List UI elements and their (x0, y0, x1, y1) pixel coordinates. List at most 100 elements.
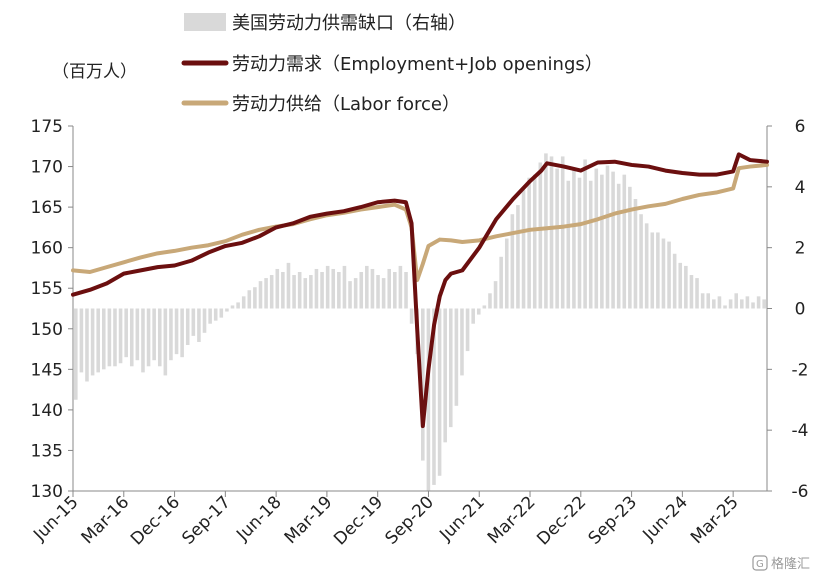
gap-bar (460, 308, 464, 376)
gap-bar (577, 177, 582, 309)
gap-bar (169, 308, 173, 361)
gap-bar (611, 171, 615, 309)
gap-bar (717, 296, 722, 309)
gap-bars (74, 153, 766, 491)
gap-bar (331, 268, 336, 309)
left-tick-label: 165 (31, 198, 63, 218)
left-tick-label: 150 (31, 320, 63, 340)
x-tick-label: Jun-18 (232, 492, 285, 545)
gap-bar (544, 153, 548, 309)
gap-bar (616, 183, 621, 309)
unit-label: （百万人） (52, 62, 137, 82)
gap-bar (213, 308, 218, 321)
gap-bar (622, 174, 627, 309)
gap-bar (734, 293, 739, 309)
gap-bar (421, 308, 425, 461)
gap-bar (96, 308, 100, 373)
right-tick-label: 6 (795, 117, 806, 137)
x-tick-label: Sep-17 (178, 492, 234, 548)
gap-bar (488, 293, 492, 309)
gap-bar (387, 268, 392, 309)
gap-bar (107, 308, 112, 367)
gap-bar (572, 168, 576, 309)
right-tick-label: -4 (792, 421, 809, 441)
gap-bar (286, 262, 291, 309)
gap-bar (353, 278, 358, 309)
gap-bar (605, 165, 610, 309)
gap-bar (443, 308, 447, 443)
gap-bar (650, 232, 655, 309)
gap-bar (667, 241, 671, 309)
gap-bar (740, 299, 744, 309)
gap-bar (241, 296, 246, 309)
gap-bar (381, 278, 386, 309)
gap-bar (281, 272, 285, 309)
gap-bar (180, 308, 184, 358)
gap-bar (628, 186, 632, 309)
gap-bar (527, 177, 531, 309)
x-tick-label: Jun-21 (436, 492, 489, 545)
gap-bar (348, 281, 352, 309)
demand-line (71, 152, 769, 429)
x-tick-label: Mar-16 (78, 492, 134, 548)
gap-bar (588, 180, 593, 309)
gap-bar (146, 308, 151, 367)
gap-bar (482, 305, 487, 309)
left-tick-label: 135 (31, 441, 63, 461)
x-tick-label: Dec-16 (127, 492, 184, 549)
legend: 美国劳动力供需缺口（右轴） 劳动力需求（Employment+Job openin… (181, 13, 603, 115)
gap-bar (499, 256, 503, 309)
gap-bar (370, 268, 375, 309)
gap-bar (85, 308, 89, 382)
gap-bar (661, 238, 666, 309)
gap-bar (510, 214, 515, 309)
gap-bar (560, 156, 565, 309)
gap-bar (538, 162, 543, 309)
gap-bar (566, 180, 571, 309)
gap-bar (264, 278, 268, 309)
legend-label: 美国劳动力供需缺口（右轴） (232, 13, 466, 34)
gap-bar (191, 308, 196, 336)
gap-bar (689, 275, 694, 309)
legend-label: 劳动力供给（Labor force） (232, 94, 460, 115)
gap-bar (90, 308, 95, 376)
right-tick-label: -2 (792, 360, 809, 380)
gap-bar (79, 308, 84, 373)
gap-bar (532, 174, 537, 309)
gap-bar (549, 156, 554, 309)
watermark-logo-icon (752, 555, 768, 571)
x-tick-label: Sep-20 (382, 492, 438, 548)
gap-bar (504, 238, 509, 309)
x-tick-label: Jun-24 (639, 492, 692, 545)
gap-bar (342, 265, 347, 309)
gap-bar (113, 308, 117, 367)
gap-bar (365, 265, 369, 309)
gap-bar (521, 189, 526, 309)
watermark-text: 格隆汇 (771, 556, 810, 572)
gap-bar (751, 302, 755, 309)
right-tick-label: -6 (792, 482, 809, 502)
gap-bar (309, 275, 313, 309)
gap-bar (594, 168, 599, 309)
left-tick-label: 160 (31, 239, 63, 259)
gap-bar (723, 305, 727, 309)
left-tick-label: 130 (31, 482, 63, 502)
gap-bar (756, 296, 761, 309)
x-tick-label: Dec-22 (533, 492, 590, 549)
gap-bar (163, 308, 168, 376)
gap-bar (393, 272, 397, 309)
x-tick-label: Mar-19 (281, 492, 337, 548)
gap-bar (202, 308, 207, 333)
gap-bar (230, 305, 235, 309)
gap-bar (253, 287, 257, 309)
gap-bar (409, 308, 414, 324)
gap-bar (129, 308, 134, 367)
gap-bar (292, 275, 296, 309)
gap-bar (376, 275, 380, 309)
gap-bar (398, 265, 403, 309)
x-tick-label: Mar-22 (484, 492, 540, 548)
gap-bar (448, 308, 453, 428)
x-tick-label: Sep-23 (585, 492, 641, 548)
gap-bar (297, 272, 302, 309)
